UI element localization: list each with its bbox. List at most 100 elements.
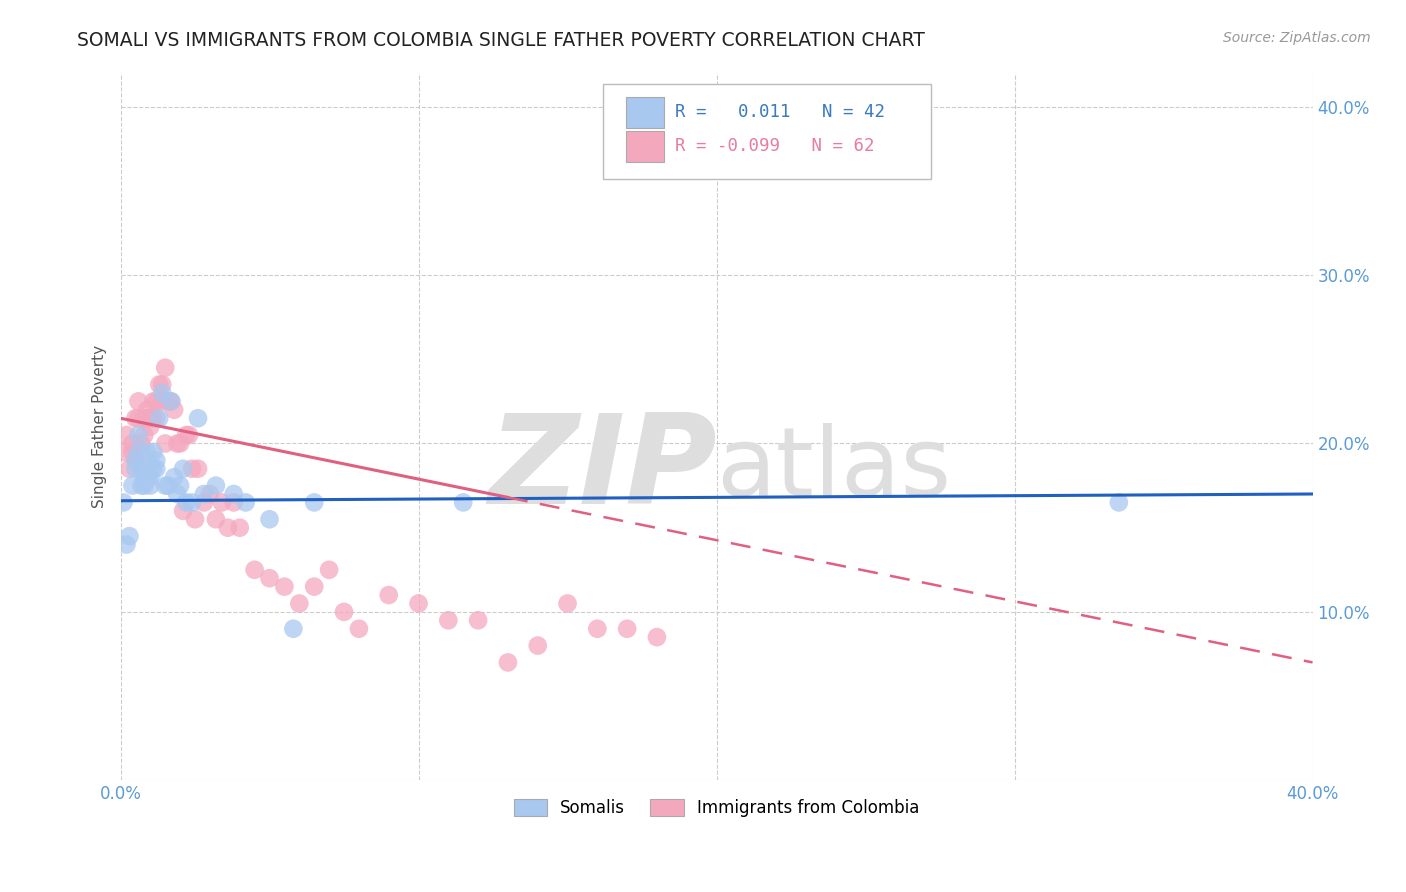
Point <box>150 377 173 392</box>
Point <box>131 478 153 492</box>
Point <box>134 470 156 484</box>
Point <box>283 622 305 636</box>
Point <box>160 394 183 409</box>
Point <box>437 613 460 627</box>
Point <box>127 445 149 459</box>
Text: R = -0.099   N = 62: R = -0.099 N = 62 <box>675 136 875 155</box>
Point <box>148 411 170 425</box>
Point <box>347 622 370 636</box>
Point <box>139 411 162 425</box>
Point <box>136 470 159 484</box>
Point <box>160 394 183 409</box>
Point <box>155 478 177 492</box>
Point <box>222 495 245 509</box>
Point <box>302 495 325 509</box>
Point <box>193 495 215 509</box>
Point <box>205 512 228 526</box>
Point <box>187 461 209 475</box>
Point <box>163 470 186 484</box>
Point <box>259 571 281 585</box>
Point <box>172 461 194 475</box>
Point <box>645 630 668 644</box>
Text: SOMALI VS IMMIGRANTS FROM COLOMBIA SINGLE FATHER POVERTY CORRELATION CHART: SOMALI VS IMMIGRANTS FROM COLOMBIA SINGL… <box>77 31 925 50</box>
Point <box>136 411 159 425</box>
Point <box>155 436 177 450</box>
Point <box>177 428 200 442</box>
Point <box>169 436 191 450</box>
Point <box>222 487 245 501</box>
Point <box>166 436 188 450</box>
Point <box>259 512 281 526</box>
Point <box>288 597 311 611</box>
Point <box>169 478 191 492</box>
Point <box>205 478 228 492</box>
Y-axis label: Single Father Poverty: Single Father Poverty <box>93 345 107 508</box>
Point <box>131 436 153 450</box>
Point <box>134 478 156 492</box>
Point <box>211 495 233 509</box>
Point <box>333 605 356 619</box>
Point <box>155 360 177 375</box>
Point <box>174 428 197 442</box>
Text: Source: ZipAtlas.com: Source: ZipAtlas.com <box>1223 31 1371 45</box>
Point <box>142 394 165 409</box>
Point <box>112 445 135 459</box>
Point <box>112 495 135 509</box>
Point <box>121 478 143 492</box>
Point <box>136 402 159 417</box>
Point <box>145 394 167 409</box>
Point <box>127 411 149 425</box>
Point <box>496 656 519 670</box>
Point <box>139 470 162 484</box>
Point <box>157 394 180 409</box>
Point <box>166 487 188 501</box>
Point <box>235 495 257 509</box>
Point <box>273 580 295 594</box>
Point <box>124 411 146 425</box>
Point <box>131 445 153 459</box>
Point <box>142 445 165 459</box>
Point <box>131 461 153 475</box>
Point <box>134 428 156 442</box>
Point <box>134 411 156 425</box>
Point <box>1108 495 1130 509</box>
Point <box>616 622 638 636</box>
Point <box>181 461 204 475</box>
Point <box>139 478 162 492</box>
FancyBboxPatch shape <box>603 84 931 179</box>
Point <box>181 495 204 509</box>
Text: ZIP: ZIP <box>488 409 717 530</box>
Point <box>174 495 197 509</box>
Point <box>124 453 146 467</box>
Point <box>451 495 474 509</box>
Point <box>163 402 186 417</box>
Point <box>145 461 167 475</box>
Text: atlas: atlas <box>717 423 952 516</box>
Point <box>318 563 340 577</box>
Point <box>157 478 180 492</box>
Point <box>127 394 149 409</box>
Point <box>127 428 149 442</box>
Point <box>526 639 548 653</box>
Point <box>136 445 159 459</box>
Point <box>187 411 209 425</box>
Point <box>145 411 167 425</box>
Point <box>377 588 399 602</box>
Point <box>150 386 173 401</box>
Point <box>198 487 221 501</box>
Point <box>118 461 141 475</box>
Point <box>124 453 146 467</box>
Point <box>150 394 173 409</box>
Point <box>134 461 156 475</box>
Text: R =   0.011   N = 42: R = 0.011 N = 42 <box>675 103 884 121</box>
Point <box>142 411 165 425</box>
Point <box>217 521 239 535</box>
Point <box>142 461 165 475</box>
Point <box>115 428 138 442</box>
Point <box>139 419 162 434</box>
Point <box>184 512 207 526</box>
Point <box>145 453 167 467</box>
Point <box>121 436 143 450</box>
FancyBboxPatch shape <box>626 131 664 162</box>
Point <box>121 445 143 459</box>
